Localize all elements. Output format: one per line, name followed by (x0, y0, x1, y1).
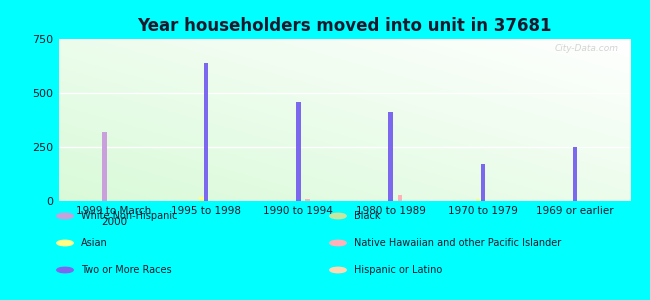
Bar (476, 199, 480, 201)
Bar (204, 63, 209, 201)
Bar (398, 194, 402, 201)
Text: Black: Black (354, 211, 381, 221)
Bar (102, 132, 107, 201)
Bar (480, 164, 485, 201)
Bar (306, 199, 310, 201)
Text: White Non-Hispanic: White Non-Hispanic (81, 211, 177, 221)
Text: City-Data.com: City-Data.com (555, 44, 619, 53)
Text: Two or More Races: Two or More Races (81, 265, 172, 275)
Title: Year householders moved into unit in 37681: Year householders moved into unit in 376… (137, 17, 552, 35)
Bar (199, 197, 204, 201)
Bar (296, 102, 301, 201)
Bar (388, 112, 393, 201)
Text: Asian: Asian (81, 238, 108, 248)
Bar (573, 147, 577, 201)
Text: Hispanic or Latino: Hispanic or Latino (354, 265, 443, 275)
Text: Native Hawaiian and other Pacific Islander: Native Hawaiian and other Pacific Island… (354, 238, 562, 248)
